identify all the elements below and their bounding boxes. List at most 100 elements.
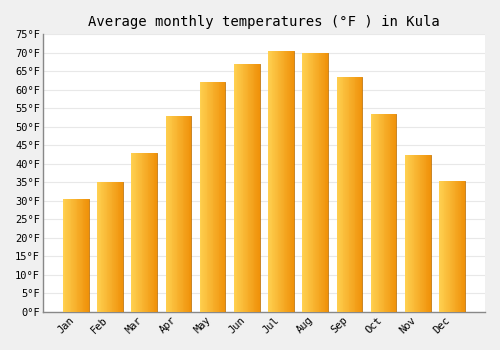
- Bar: [395, 114, 396, 312]
- Bar: [166, 116, 167, 312]
- Bar: [426, 155, 428, 312]
- Bar: [416, 155, 417, 312]
- Bar: [418, 155, 420, 312]
- Bar: [75, 199, 76, 312]
- Bar: [354, 77, 356, 312]
- Bar: [222, 83, 223, 312]
- Bar: [345, 77, 346, 312]
- Bar: [446, 181, 447, 312]
- Bar: [217, 83, 218, 312]
- Bar: [234, 64, 235, 312]
- Bar: [412, 155, 414, 312]
- Bar: [258, 64, 259, 312]
- Bar: [423, 155, 424, 312]
- Bar: [269, 51, 270, 312]
- Bar: [270, 51, 272, 312]
- Bar: [375, 114, 376, 312]
- Bar: [239, 64, 240, 312]
- Bar: [74, 199, 75, 312]
- Bar: [139, 153, 140, 312]
- Bar: [79, 199, 80, 312]
- Bar: [314, 53, 315, 312]
- Bar: [174, 116, 175, 312]
- Bar: [451, 181, 452, 312]
- Bar: [417, 155, 418, 312]
- Bar: [456, 181, 457, 312]
- Bar: [280, 51, 281, 312]
- Bar: [440, 181, 441, 312]
- Bar: [140, 153, 141, 312]
- Bar: [316, 53, 317, 312]
- Bar: [97, 182, 98, 312]
- Bar: [310, 53, 311, 312]
- Bar: [133, 153, 134, 312]
- Bar: [460, 181, 462, 312]
- Bar: [454, 181, 456, 312]
- Bar: [190, 116, 191, 312]
- Bar: [178, 116, 179, 312]
- Bar: [241, 64, 242, 312]
- Bar: [134, 153, 136, 312]
- Bar: [338, 77, 339, 312]
- Bar: [387, 114, 388, 312]
- Bar: [374, 114, 375, 312]
- Bar: [424, 155, 426, 312]
- Bar: [146, 153, 148, 312]
- Bar: [457, 181, 458, 312]
- Bar: [66, 199, 67, 312]
- Bar: [293, 51, 294, 312]
- Bar: [99, 182, 100, 312]
- Bar: [322, 53, 323, 312]
- Bar: [212, 83, 214, 312]
- Bar: [272, 51, 274, 312]
- Bar: [110, 182, 111, 312]
- Bar: [170, 116, 172, 312]
- Bar: [251, 64, 252, 312]
- Bar: [257, 64, 258, 312]
- Bar: [278, 51, 280, 312]
- Bar: [380, 114, 381, 312]
- Bar: [381, 114, 382, 312]
- Bar: [80, 199, 81, 312]
- Bar: [445, 181, 446, 312]
- Bar: [144, 153, 145, 312]
- Bar: [388, 114, 389, 312]
- Bar: [317, 53, 318, 312]
- Bar: [452, 181, 453, 312]
- Bar: [208, 83, 209, 312]
- Bar: [82, 199, 84, 312]
- Bar: [210, 83, 211, 312]
- Bar: [352, 77, 353, 312]
- Bar: [150, 153, 151, 312]
- Bar: [108, 182, 109, 312]
- Bar: [304, 53, 305, 312]
- Bar: [76, 199, 78, 312]
- Bar: [464, 181, 465, 312]
- Bar: [339, 77, 340, 312]
- Bar: [176, 116, 178, 312]
- Bar: [394, 114, 395, 312]
- Bar: [377, 114, 378, 312]
- Bar: [420, 155, 422, 312]
- Bar: [350, 77, 351, 312]
- Bar: [69, 199, 70, 312]
- Bar: [282, 51, 284, 312]
- Bar: [311, 53, 312, 312]
- Bar: [100, 182, 102, 312]
- Bar: [288, 51, 290, 312]
- Bar: [122, 182, 123, 312]
- Bar: [284, 51, 286, 312]
- Bar: [87, 199, 88, 312]
- Bar: [218, 83, 220, 312]
- Bar: [305, 53, 306, 312]
- Bar: [112, 182, 114, 312]
- Bar: [392, 114, 393, 312]
- Bar: [223, 83, 224, 312]
- Bar: [84, 199, 85, 312]
- Bar: [187, 116, 188, 312]
- Bar: [323, 53, 324, 312]
- Bar: [405, 155, 406, 312]
- Bar: [414, 155, 416, 312]
- Bar: [302, 53, 303, 312]
- Bar: [276, 51, 278, 312]
